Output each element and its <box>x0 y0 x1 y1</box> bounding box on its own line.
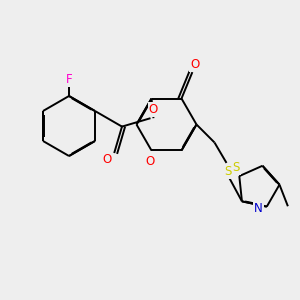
Text: O: O <box>190 58 200 71</box>
Text: O: O <box>146 155 154 168</box>
Text: O: O <box>149 103 158 116</box>
Text: S: S <box>232 160 240 174</box>
Text: N: N <box>254 202 263 214</box>
Text: F: F <box>66 73 72 86</box>
Text: O: O <box>102 153 112 166</box>
Text: S: S <box>224 165 232 178</box>
